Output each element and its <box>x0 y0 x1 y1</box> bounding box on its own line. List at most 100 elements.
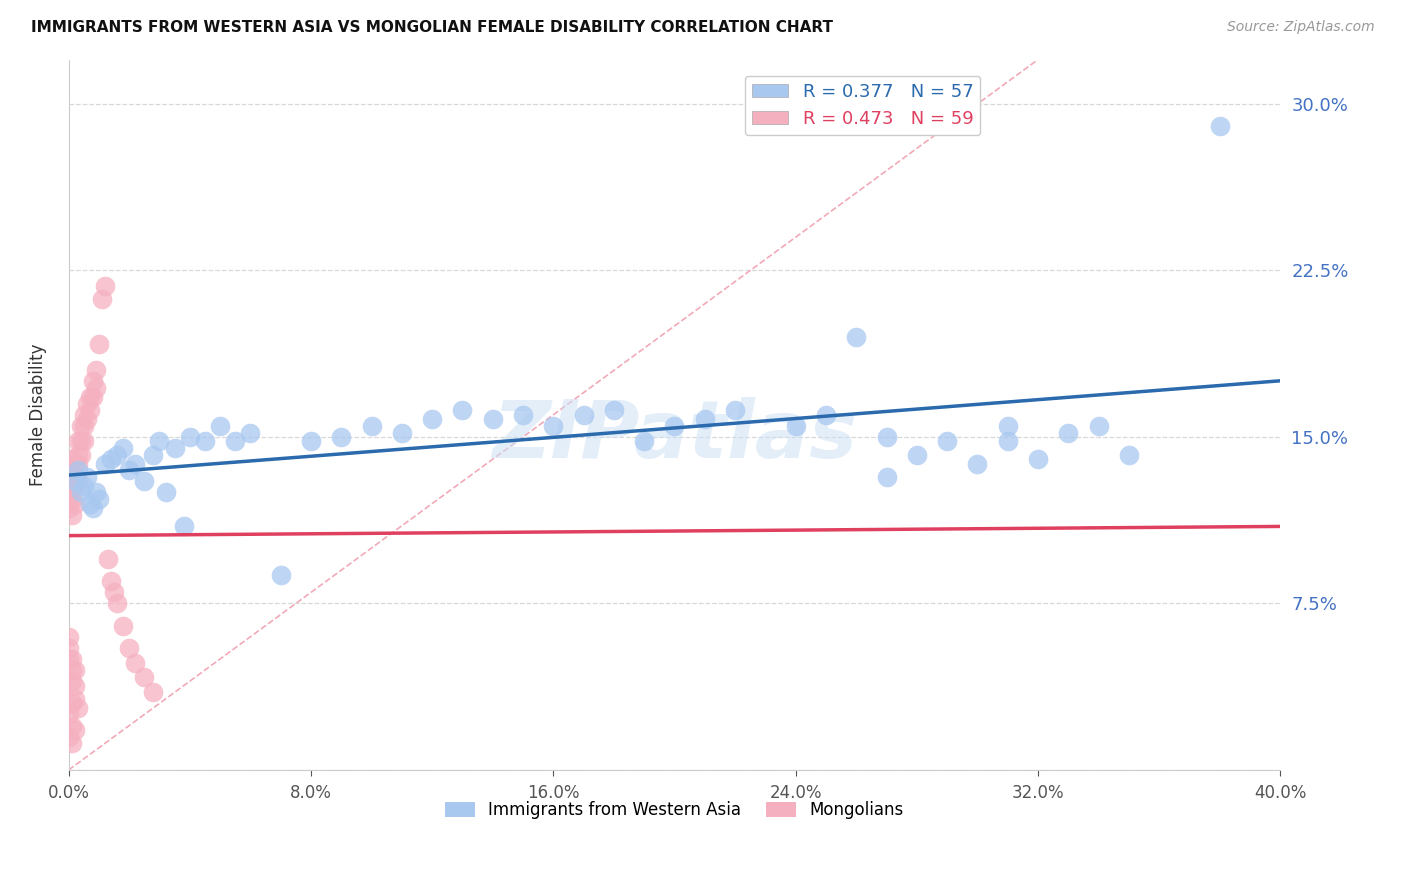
Legend: Immigrants from Western Asia, Mongolians: Immigrants from Western Asia, Mongolians <box>439 794 911 826</box>
Point <box>299 434 322 449</box>
Point <box>76 470 98 484</box>
Text: Source: ZipAtlas.com: Source: ZipAtlas.com <box>1227 20 1375 34</box>
Point <box>330 430 353 444</box>
Point <box>66 434 89 449</box>
Point <box>63 475 86 489</box>
Point <box>76 412 98 426</box>
Point <box>134 670 156 684</box>
Point <box>134 475 156 489</box>
Point <box>63 457 86 471</box>
Point <box>543 418 565 433</box>
Point <box>112 441 135 455</box>
Point <box>814 408 837 422</box>
Point <box>79 497 101 511</box>
Point <box>148 434 170 449</box>
Point <box>82 390 104 404</box>
Point <box>58 640 80 655</box>
Point <box>603 403 626 417</box>
Point <box>94 457 117 471</box>
Point <box>112 618 135 632</box>
Point <box>103 585 125 599</box>
Point <box>142 448 165 462</box>
Point <box>60 674 83 689</box>
Point <box>785 418 807 433</box>
Point <box>60 652 83 666</box>
Point <box>82 501 104 516</box>
Point <box>60 479 83 493</box>
Point <box>142 685 165 699</box>
Point <box>60 463 83 477</box>
Point <box>66 457 89 471</box>
Point <box>60 736 83 750</box>
Point <box>124 457 146 471</box>
Point <box>155 485 177 500</box>
Point <box>163 441 186 455</box>
Point <box>58 501 80 516</box>
Point <box>60 663 83 677</box>
Point <box>63 692 86 706</box>
Point <box>66 463 89 477</box>
Point <box>79 403 101 417</box>
Point <box>481 412 503 426</box>
Point <box>118 463 141 477</box>
Point <box>876 470 898 484</box>
Point <box>63 479 86 493</box>
Point <box>73 434 96 449</box>
Point <box>1026 452 1049 467</box>
Point <box>58 630 80 644</box>
Point <box>209 418 232 433</box>
Point <box>1057 425 1080 440</box>
Point <box>997 434 1019 449</box>
Point <box>73 418 96 433</box>
Point <box>63 723 86 737</box>
Point <box>60 508 83 522</box>
Text: ZIPatlas: ZIPatlas <box>492 397 858 475</box>
Point <box>105 448 128 462</box>
Point <box>997 418 1019 433</box>
Point <box>69 418 91 433</box>
Point <box>633 434 655 449</box>
Point <box>58 485 80 500</box>
Point <box>391 425 413 440</box>
Point <box>1118 448 1140 462</box>
Point <box>69 448 91 462</box>
Point <box>69 434 91 449</box>
Point <box>572 408 595 422</box>
Point <box>60 492 83 507</box>
Point <box>84 381 107 395</box>
Point <box>724 403 747 417</box>
Text: IMMIGRANTS FROM WESTERN ASIA VS MONGOLIAN FEMALE DISABILITY CORRELATION CHART: IMMIGRANTS FROM WESTERN ASIA VS MONGOLIA… <box>31 20 832 35</box>
Point <box>1209 119 1232 133</box>
Point <box>58 730 80 744</box>
Point <box>63 663 86 677</box>
Point <box>845 330 868 344</box>
Point <box>63 679 86 693</box>
Point <box>66 448 89 462</box>
Point <box>58 707 80 722</box>
Point <box>966 457 988 471</box>
Point <box>876 430 898 444</box>
Point <box>100 452 122 467</box>
Point <box>179 430 201 444</box>
Point <box>60 697 83 711</box>
Point <box>76 397 98 411</box>
Point <box>936 434 959 449</box>
Point <box>664 418 686 433</box>
Point <box>63 497 86 511</box>
Point <box>105 597 128 611</box>
Point <box>66 475 89 489</box>
Point <box>58 492 80 507</box>
Point <box>905 448 928 462</box>
Point <box>60 452 83 467</box>
Point <box>100 574 122 589</box>
Point <box>118 640 141 655</box>
Point <box>73 408 96 422</box>
Point <box>84 363 107 377</box>
Point <box>194 434 217 449</box>
Point <box>90 293 112 307</box>
Point <box>420 412 443 426</box>
Point <box>79 390 101 404</box>
Point <box>60 718 83 732</box>
Point <box>69 485 91 500</box>
Point <box>63 470 86 484</box>
